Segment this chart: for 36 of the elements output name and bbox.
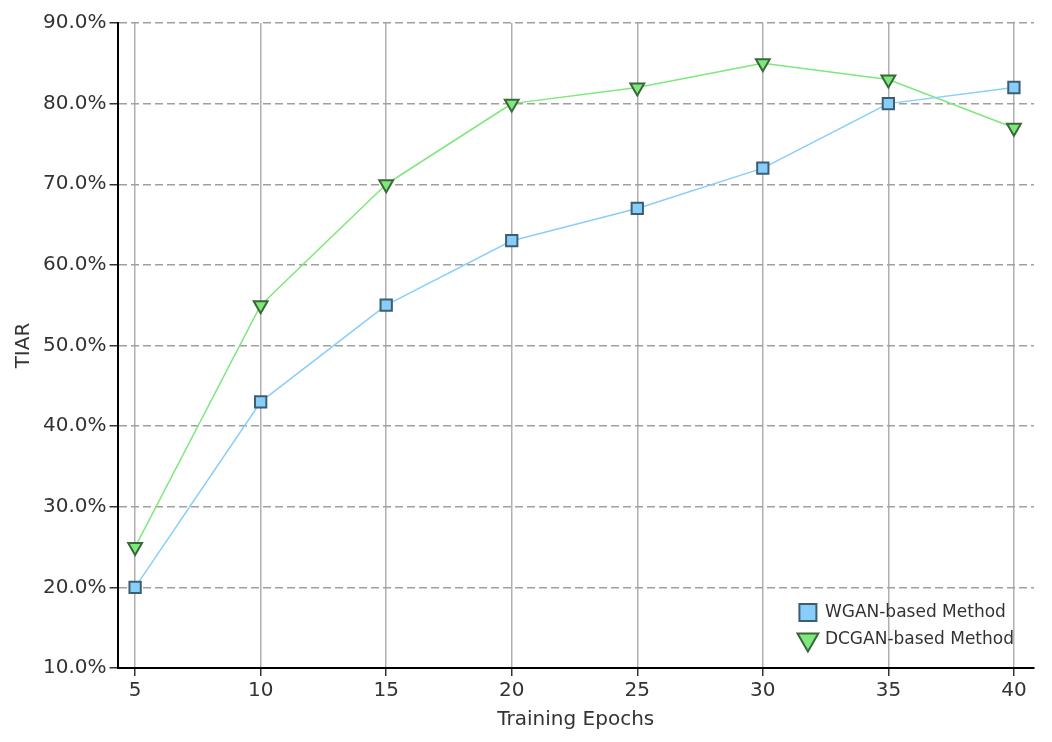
x-tick-label: 10 (247, 677, 274, 702)
point (503, 98, 520, 113)
legend-label: WGAN-based Method (824, 600, 1006, 621)
x-tick-label: 20 (499, 677, 525, 702)
point (630, 201, 644, 216)
point (128, 580, 142, 595)
y-tick-label: 80.0% (42, 89, 107, 114)
point (880, 74, 897, 89)
y-tick-label: 10.0% (42, 654, 107, 679)
point (252, 300, 269, 315)
point (754, 58, 771, 73)
y-tick-label: 40.0% (42, 412, 107, 437)
point (629, 82, 646, 97)
point (505, 234, 519, 248)
y-tick-label: 20.0% (42, 573, 107, 598)
point (254, 395, 268, 409)
x-tick-label: 15 (373, 677, 399, 702)
y-tick-label: 70.0% (42, 170, 107, 195)
y-tick-label: 60.0% (42, 251, 107, 276)
legend-label: DCGAN-based Method (824, 627, 1014, 648)
point (881, 96, 896, 111)
x-tick-label: 35 (875, 677, 902, 702)
y-axis-title: TIAR (10, 322, 35, 370)
point (379, 298, 393, 312)
y-tick-label: 50.0% (42, 331, 107, 356)
x-axis-title: Training Epochs (496, 706, 655, 731)
point (378, 179, 395, 194)
point (756, 161, 770, 175)
y-tick-label: 30.0% (42, 492, 107, 517)
x-tick-label: 40 (1001, 677, 1027, 702)
point (1007, 80, 1021, 95)
y-tick-label: 90.0% (42, 9, 107, 34)
point (1005, 122, 1022, 137)
x-tick-label: 30 (750, 677, 776, 702)
x-tick-label: 25 (624, 677, 651, 702)
x-tick-label: 5 (128, 677, 142, 702)
